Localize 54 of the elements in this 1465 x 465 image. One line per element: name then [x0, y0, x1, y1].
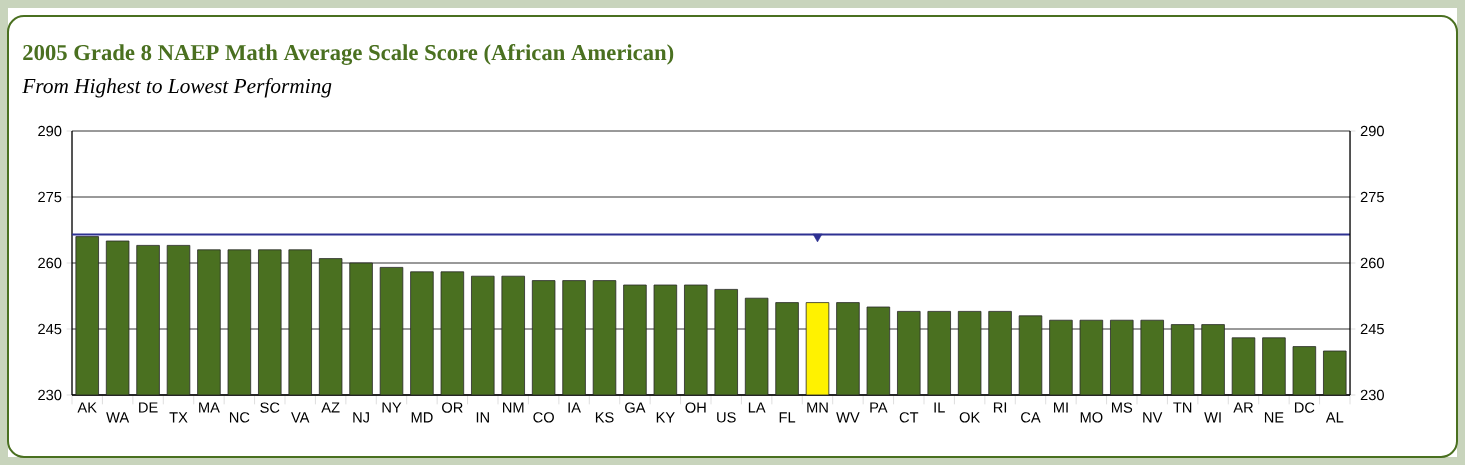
y-tick-label: 245	[38, 323, 62, 335]
y-tick-label: 230	[38, 389, 62, 401]
x-tick-label: IN	[476, 412, 489, 423]
x-tick-label: PA	[870, 402, 888, 413]
x-tick-label: KS	[595, 412, 614, 423]
x-tick-label: FL	[779, 412, 796, 423]
chart-title: 2005 Grade 8 NAEP Math Average Scale Score (African American)	[23, 44, 674, 65]
x-tick-label: IL	[934, 402, 945, 413]
y-tick-label: 290	[38, 125, 62, 137]
y2-tick-label: 230	[1360, 389, 1384, 401]
x-tick-label: TN	[1173, 402, 1192, 413]
x-tick-label: CA	[1021, 412, 1041, 423]
x-tick-label: AL	[1325, 412, 1344, 423]
y2-tick-label: 245	[1360, 323, 1384, 335]
x-tick-label: NJ	[353, 412, 369, 423]
x-tick-label: CO	[533, 412, 554, 423]
x-tick-label: CT	[899, 412, 919, 423]
x-tick-label: IA	[568, 402, 581, 413]
y-tick-label: 260	[38, 257, 62, 269]
x-tick-label: NM	[503, 402, 524, 413]
x-tick-label: RI	[993, 402, 1007, 413]
x-tick-label: MS	[1112, 402, 1133, 413]
x-tick-label: OH	[685, 402, 706, 413]
x-tick-label: WA	[106, 412, 130, 423]
x-tick-label: GA	[625, 402, 646, 413]
x-tick-label: SC	[260, 402, 280, 413]
x-tick-label: NC	[229, 412, 250, 423]
x-tick-label: NY	[382, 402, 402, 413]
x-tick-label: VA	[291, 412, 310, 423]
y-tick-label: 275	[38, 191, 62, 203]
x-tick-label: MI	[1054, 402, 1068, 413]
x-tick-label: OR	[442, 402, 463, 413]
x-tick-label: OK	[959, 412, 981, 423]
x-tick-label: KY	[656, 412, 675, 423]
x-tick-label: US	[717, 412, 736, 423]
x-tick-label: WI	[1204, 412, 1221, 423]
x-tick-label: TX	[169, 412, 188, 423]
x-tick-label: NV	[1143, 412, 1163, 423]
chart-subtitle: From Highest to Lowest Performing	[22, 77, 332, 98]
x-tick-label: DC	[1294, 402, 1315, 413]
x-tick-label: MO	[1080, 412, 1103, 423]
x-tick-label: NE	[1264, 412, 1284, 423]
x-tick-label: AK	[77, 402, 97, 413]
y2-tick-label: 275	[1360, 191, 1384, 203]
x-tick-label: WV	[836, 412, 860, 423]
y2-tick-label: 290	[1360, 125, 1384, 137]
x-tick-label: LA	[748, 402, 766, 413]
x-tick-label: MA	[199, 402, 220, 413]
x-tick-label: MD	[411, 412, 433, 423]
x-tick-label: MN	[807, 402, 828, 413]
y2-tick-label: 260	[1360, 257, 1384, 269]
x-tick-label: DE	[139, 402, 158, 413]
x-tick-label: AZ	[321, 402, 340, 413]
x-tick-label: AR	[1233, 402, 1254, 413]
